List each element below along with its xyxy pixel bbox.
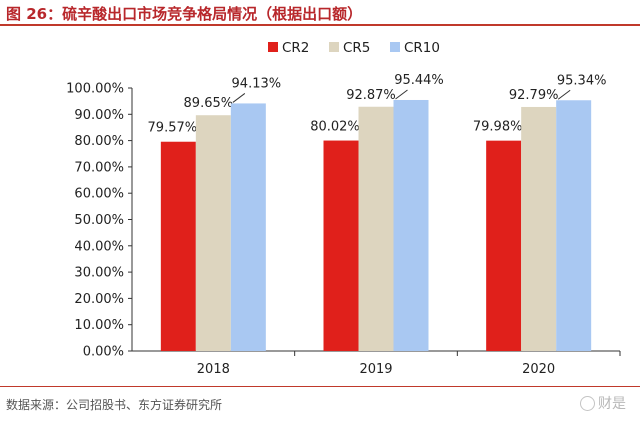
data-label: 95.44% — [394, 73, 444, 88]
legend-swatch-cr5 — [329, 42, 339, 52]
source-bar: 数据来源：公司招股书、东方证券研究所 财是 — [0, 386, 640, 423]
bar-cr10-2019 — [393, 99, 429, 351]
legend-swatch-cr2 — [268, 42, 278, 52]
data-label: 92.79% — [509, 88, 559, 103]
data-label: 95.34% — [557, 73, 607, 88]
x-tick-label: 2018 — [197, 362, 230, 377]
x-tick-label: 2020 — [522, 362, 555, 377]
y-tick-label: 100.00% — [66, 82, 124, 97]
watermark: 财是 — [580, 393, 626, 413]
watermark-icon — [580, 395, 595, 411]
y-tick-label: 50.00% — [74, 213, 124, 228]
title-bar: 图 26：硫辛酸出口市场竞争格局情况（根据出口额） — [0, 0, 640, 26]
y-tick-label: 40.00% — [74, 239, 124, 254]
y-tick-label: 90.00% — [74, 108, 124, 123]
bar-cr10-2020 — [556, 100, 592, 351]
bar-cr5-2018 — [195, 115, 231, 352]
page-title: 图 26：硫辛酸出口市场竞争格局情况（根据出口额） — [6, 5, 363, 23]
data-label: 80.02% — [310, 120, 360, 135]
bar-cr2-2018 — [160, 141, 196, 351]
bar-cr10-2018 — [230, 103, 266, 351]
data-label: 79.57% — [148, 121, 198, 136]
data-label-leader — [232, 93, 246, 103]
y-tick-label: 10.00% — [74, 318, 124, 333]
data-label: 94.13% — [232, 76, 282, 91]
chart-area: 0.00% 10.00% 20.00% 30.00% 40.00% 50.00% 60.00… — [0, 28, 640, 388]
y-tick-label: 60.00% — [74, 187, 124, 202]
legend-label-cr5: CR5 — [343, 40, 370, 56]
x-tick-label: 2019 — [359, 362, 392, 377]
y-tick-label: 70.00% — [74, 160, 124, 175]
bar-cr5-2020 — [521, 106, 557, 351]
legend-swatch-cr10 — [390, 42, 400, 52]
bar-chart: 0.00% 10.00% 20.00% 30.00% 40.00% 50.00% 60.00… — [66, 40, 621, 377]
bar-cr2-2020 — [486, 140, 522, 351]
data-label: 79.98% — [473, 120, 523, 135]
data-label-leader — [395, 89, 408, 100]
bar-cr2-2019 — [323, 140, 359, 351]
y-tick-label: 30.00% — [74, 266, 124, 281]
source-note: 数据来源：公司招股书、东方证券研究所 — [6, 398, 223, 412]
data-label-leader — [557, 89, 571, 100]
bar-cr5-2019 — [358, 106, 394, 352]
data-label: 89.65% — [184, 96, 234, 111]
data-label: 92.87% — [346, 88, 396, 103]
y-tick-label: 20.00% — [74, 292, 124, 307]
legend-label-cr2: CR2 — [282, 40, 309, 56]
watermark-text: 财是 — [598, 396, 626, 412]
y-tick-label: 80.00% — [74, 134, 124, 149]
y-tick-label: 0.00% — [83, 345, 124, 360]
legend-label-cr10: CR10 — [404, 40, 440, 56]
